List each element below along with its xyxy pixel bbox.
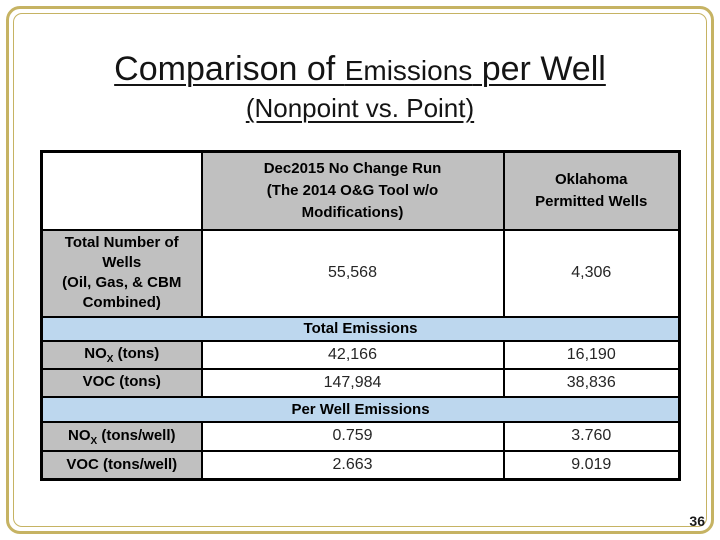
column-header-oklahoma-permitted: Oklahoma Permitted Wells — [502, 150, 681, 231]
cell-value: 9.019 — [502, 449, 681, 481]
row-label: NOX (tons/well) — [40, 420, 203, 452]
row-label: VOC (tons/well) — [40, 449, 203, 481]
row-label: VOC (tons) — [40, 367, 203, 398]
title-segment-medium: Emissions — [344, 55, 473, 86]
section-band-label: Total Emissions — [40, 315, 681, 342]
section-band-label: Per Well Emissions — [40, 395, 681, 423]
title-segment-large: Comparison of — [114, 50, 345, 88]
section-band-total-emissions: Total Emissions — [40, 315, 681, 342]
cell-value: 16,190 — [502, 339, 681, 370]
slide-title: Comparison of Emissions per Well — [0, 50, 720, 89]
corner-cell — [40, 150, 203, 231]
table-row-nox-tons-per-well: NOX (tons/well) 0.759 3.760 — [40, 420, 681, 452]
title-block: Comparison of Emissions per Well (Nonpoi… — [0, 50, 720, 123]
cell-value: 147,984 — [200, 367, 505, 398]
column-header-no-change-run: Dec2015 No Change Run (The 2014 O&G Tool… — [200, 150, 505, 231]
table-row-total-wells: Total Number of Wells (Oil, Gas, & CBM C… — [40, 228, 681, 318]
table-row-nox-tons: NOX (tons) 42,166 16,190 — [40, 339, 681, 370]
table-row-voc-tons: VOC (tons) 147,984 38,836 — [40, 367, 681, 398]
section-band-per-well-emissions: Per Well Emissions — [40, 395, 681, 423]
cell-value: 3.760 — [502, 420, 681, 452]
cell-value: 42,166 — [200, 339, 505, 370]
table-header-row: Dec2015 No Change Run (The 2014 O&G Tool… — [40, 150, 681, 231]
title-segment-large: per Well — [472, 50, 606, 88]
cell-value: 38,836 — [502, 367, 681, 398]
row-label: NOX (tons) — [40, 339, 203, 370]
cell-value: 2.663 — [200, 449, 505, 481]
row-label: Total Number of Wells (Oil, Gas, & CBM C… — [40, 228, 203, 318]
table-row-voc-tons-per-well: VOC (tons/well) 2.663 9.019 — [40, 449, 681, 481]
cell-value: 4,306 — [502, 228, 681, 318]
slide-page-number: 36 — [689, 513, 705, 529]
slide-subtitle: (Nonpoint vs. Point) — [245, 93, 475, 124]
emissions-comparison-table: Dec2015 No Change Run (The 2014 O&G Tool… — [40, 150, 681, 481]
cell-value: 55,568 — [200, 228, 505, 318]
cell-value: 0.759 — [200, 420, 505, 452]
